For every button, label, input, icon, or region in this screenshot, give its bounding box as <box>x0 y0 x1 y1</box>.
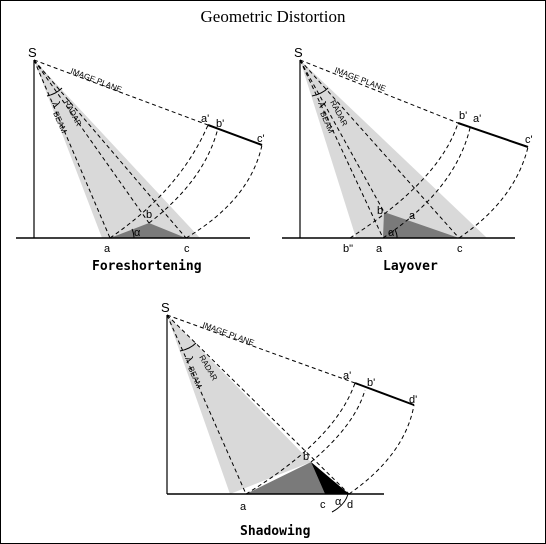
label-a-prime: a' <box>473 113 481 125</box>
label-c-prime: c' <box>257 133 265 145</box>
lambda-arc <box>46 87 63 97</box>
ray-a <box>33 59 111 239</box>
alpha-arc <box>131 228 135 239</box>
label-b-prime: b' <box>367 377 375 389</box>
range-arc-a <box>109 124 209 239</box>
slope-terrain <box>110 223 186 238</box>
range-arc-b <box>310 389 366 463</box>
label-image-plane: IMAGE PLANE <box>69 66 123 94</box>
label-a-small: a <box>409 210 416 222</box>
label-a: a <box>240 501 247 513</box>
label-d: d <box>347 499 353 511</box>
caption-shadowing: Shadowing <box>240 524 310 539</box>
caption-layover: Layover <box>383 259 438 274</box>
label-a: a <box>104 243 111 255</box>
range-arc-c <box>458 146 529 239</box>
ray-a <box>166 314 247 495</box>
label-c: c <box>184 243 190 255</box>
label-c-prime: c' <box>525 134 533 146</box>
ray-a <box>299 59 384 239</box>
label-a-prime: a' <box>201 113 209 125</box>
ray-b-d <box>166 314 350 495</box>
label-a-prime: a' <box>343 370 351 382</box>
label-lambda: λ <box>182 355 195 365</box>
image-plane-line <box>299 59 459 124</box>
caption-foreshortening: Foreshortening <box>92 259 202 274</box>
alpha-arc <box>331 493 349 513</box>
label-c: c <box>457 243 463 255</box>
label-b-double-prime: b" <box>343 243 353 255</box>
label-d-prime: d' <box>409 394 417 406</box>
ray-b <box>33 59 150 224</box>
label-alpha: α <box>134 227 141 239</box>
range-arc-b <box>349 122 459 239</box>
label-b: b <box>146 209 152 221</box>
slope-terrain <box>246 462 325 494</box>
label-image-plane: IMAGE PLANE <box>201 320 255 347</box>
range-arc-d <box>348 404 415 495</box>
label-alpha: α <box>388 227 395 239</box>
label-alpha: α <box>335 496 342 508</box>
range-arc-c <box>185 144 263 239</box>
ray-b <box>299 59 385 213</box>
image-plane-solid <box>354 382 415 406</box>
label-b: b <box>377 205 383 217</box>
label-lambda: λ <box>49 100 62 110</box>
image-plane-solid <box>457 122 529 148</box>
label-b: b <box>303 451 309 463</box>
label-a: a <box>376 243 383 255</box>
lambda-arc <box>311 87 329 97</box>
panel-layover: S IMAGE PLANE RADAR BEAM λ b" a b a c α … <box>282 45 533 274</box>
ray-c <box>299 59 460 239</box>
label-image-plane: IMAGE PLANE <box>333 65 387 93</box>
radar-beam <box>300 60 487 238</box>
label-b-prime: b' <box>459 110 467 122</box>
image-plane-solid <box>207 124 263 146</box>
radar-beam <box>34 60 200 238</box>
shadow-region <box>311 462 349 494</box>
label-S: S <box>294 45 303 60</box>
slope-terrain <box>383 212 459 238</box>
range-arc-a <box>245 382 356 495</box>
label-b-prime: b' <box>216 118 224 130</box>
radar-beam <box>167 315 311 494</box>
panel-foreshortening: S IMAGE PLANE RADAR BEAM λ a b c α a' b'… <box>16 45 265 274</box>
figure-title: Geometric Distortion <box>200 7 346 26</box>
panel-shadowing: S IMAGE PLANE RADAR BEAM λ a b c d α a' … <box>161 300 417 539</box>
image-plane-line <box>166 314 356 384</box>
image-plane-line <box>33 59 209 126</box>
label-S: S <box>161 300 170 315</box>
alpha-arc <box>394 229 398 239</box>
range-arc-b <box>148 127 219 224</box>
label-lambda: λ <box>315 100 328 110</box>
range-arc-a <box>382 127 471 239</box>
label-c: c <box>320 499 326 511</box>
label-S: S <box>28 45 37 60</box>
lambda-arc <box>179 342 197 352</box>
